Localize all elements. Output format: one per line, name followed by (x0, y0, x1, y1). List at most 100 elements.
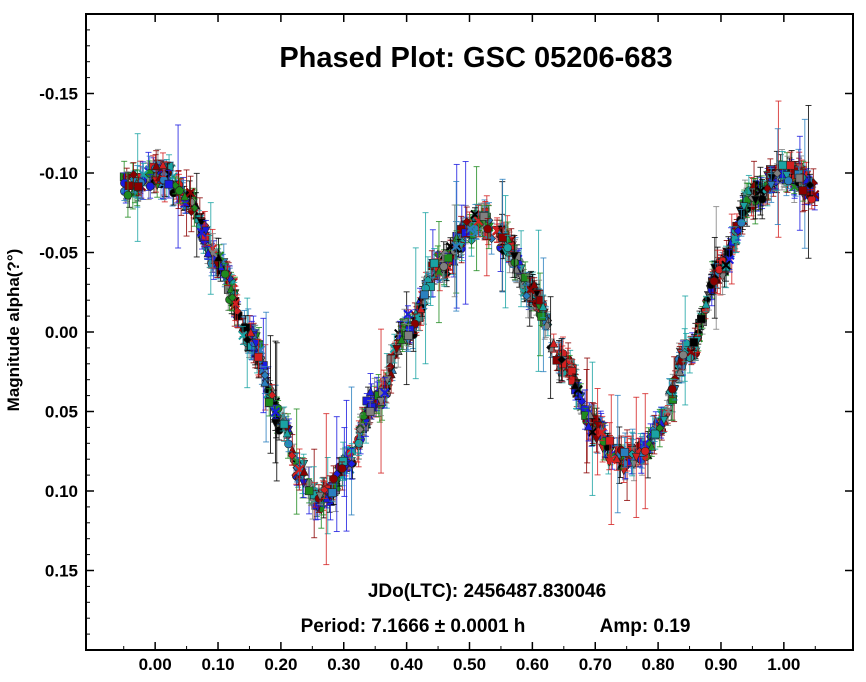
data-point (795, 173, 805, 183)
cross-stroke (465, 224, 475, 234)
data-point (739, 202, 749, 212)
period-annotation: Period: 7.1666 ± 0.0001 h (301, 616, 526, 637)
data-point (397, 334, 407, 344)
data-point (354, 438, 364, 448)
data-point (525, 284, 535, 295)
data-point (675, 366, 685, 376)
data-point (667, 384, 677, 394)
data-point (612, 454, 622, 464)
data-point (287, 451, 297, 460)
cross-stroke (606, 454, 616, 465)
data-point (538, 301, 548, 311)
x-tick-label: 0.20 (264, 655, 297, 674)
data-point (606, 454, 616, 465)
data-point (347, 459, 357, 469)
data-point (701, 299, 711, 309)
cross-stroke (451, 241, 461, 251)
data-point (164, 179, 174, 189)
amplitude-annotation: Amp: 0.19 (600, 616, 691, 637)
data-point (329, 474, 338, 484)
data-point (724, 254, 735, 265)
data-point (549, 338, 559, 348)
data-point (145, 181, 155, 191)
data-point (749, 179, 759, 189)
data-point (755, 186, 766, 196)
data-point (678, 350, 688, 360)
data-point (282, 428, 292, 438)
data-point (532, 289, 542, 299)
cross-stroke (255, 345, 266, 355)
data-point (124, 181, 134, 191)
x-tick-label: 0.80 (642, 655, 675, 674)
data-point (784, 176, 793, 186)
x-tick-label: 0.30 (327, 655, 360, 674)
data-point (242, 335, 252, 345)
data-point (158, 160, 168, 170)
data-point (151, 161, 161, 171)
data-point (203, 248, 213, 258)
data-point (483, 224, 492, 234)
data-point (227, 293, 237, 303)
cross-stroke (294, 464, 305, 475)
data-point (567, 366, 577, 376)
data-point (721, 260, 731, 270)
cross-stroke (525, 284, 535, 295)
data-point (522, 291, 531, 301)
data-point (663, 405, 673, 416)
data-point (462, 217, 472, 227)
cross-stroke (755, 186, 766, 196)
data-point (655, 423, 665, 433)
data-point (180, 198, 190, 208)
cross-stroke (596, 427, 607, 437)
x-tick-label: 1.00 (767, 655, 800, 674)
data-point (767, 173, 777, 183)
y-tick-label: 0.05 (45, 403, 78, 422)
data-point (255, 345, 266, 355)
data-point (689, 338, 699, 347)
data-point (185, 187, 196, 198)
data-point (766, 181, 776, 191)
data-point (498, 233, 507, 242)
data-point (620, 447, 629, 457)
data-point (585, 409, 595, 419)
data-point (509, 252, 519, 262)
cross-stroke (238, 330, 248, 341)
data-point (451, 241, 461, 251)
data-point (733, 226, 743, 236)
data-point (380, 388, 390, 398)
epoch-annotation: JDo(LTC): 2456487.830046 (368, 581, 606, 602)
data-point (270, 419, 280, 429)
data-point (337, 464, 347, 473)
data-point (537, 312, 546, 321)
data-point (647, 441, 657, 451)
data-point (264, 398, 274, 407)
data-point (338, 456, 348, 466)
data-point (529, 279, 539, 289)
cross-stroke (180, 198, 190, 208)
data-point (786, 160, 795, 170)
data-point (439, 262, 449, 271)
x-tick-label: 0.60 (516, 655, 549, 674)
cross-stroke (196, 227, 207, 238)
y-axis-ticks: -0.15 -0.10 -0.05 0.00 0.05 0.10 0.15 (39, 29, 853, 635)
y-tick-label: 0.00 (45, 323, 78, 342)
data-point (220, 269, 230, 279)
x-tick-label: 0.50 (453, 655, 486, 674)
data-point (284, 439, 293, 449)
data-point (362, 396, 372, 406)
data-point (535, 295, 545, 305)
data-point (605, 436, 615, 446)
data-point (807, 194, 817, 204)
y-tick-label: -0.10 (39, 164, 78, 183)
data-point (246, 327, 256, 337)
cross-stroke (663, 405, 673, 416)
data-point (254, 352, 263, 362)
data-point (772, 168, 782, 178)
data-point (196, 227, 207, 238)
data-point (279, 419, 289, 429)
cross-stroke (470, 209, 480, 220)
data-point (596, 427, 607, 437)
y-axis-label: Magnitude alpha(?°) (4, 249, 23, 412)
cross-stroke (587, 427, 598, 437)
